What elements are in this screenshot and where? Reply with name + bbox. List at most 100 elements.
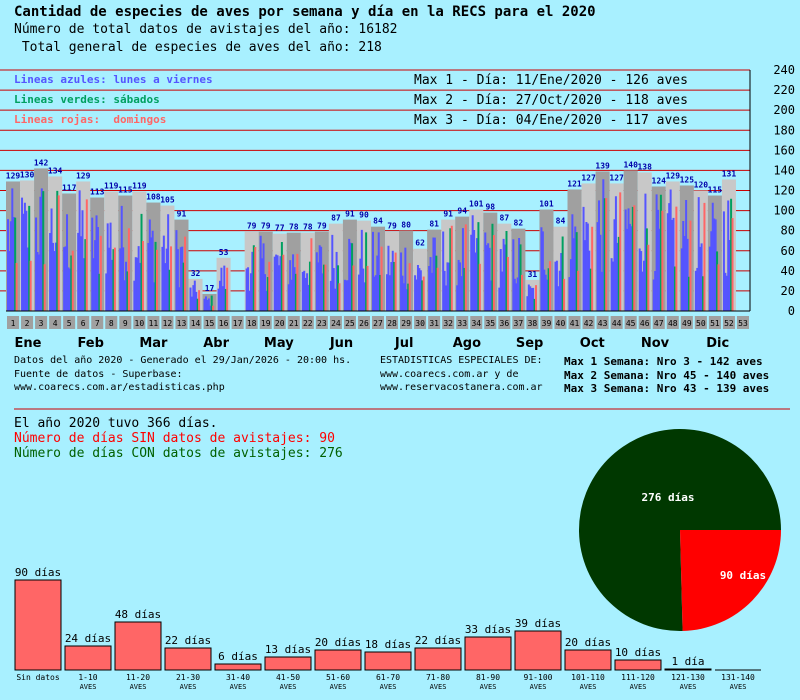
week-number-label: 29 bbox=[401, 319, 411, 328]
histogram-value-label: 22 días bbox=[165, 634, 211, 647]
histogram-category-label: 31-40 bbox=[226, 673, 250, 682]
week-number-box bbox=[470, 316, 483, 329]
month-label: Sep bbox=[516, 336, 544, 351]
histogram-category-unit: AVES bbox=[630, 683, 647, 691]
histogram-bar bbox=[14, 579, 62, 671]
week-number-box bbox=[329, 316, 342, 329]
week-number-box bbox=[77, 316, 90, 329]
week-number-label: 39 bbox=[542, 319, 552, 328]
histogram-value-label: 10 días bbox=[615, 646, 661, 659]
week-number-box bbox=[49, 316, 62, 329]
histogram-bar bbox=[464, 636, 512, 671]
week-value-label: 124 bbox=[652, 176, 667, 185]
week-number-label: 45 bbox=[626, 319, 636, 328]
histogram-bar bbox=[64, 645, 112, 671]
histogram-category-unit: AVES bbox=[130, 683, 147, 691]
week-number-label: 22 bbox=[303, 319, 313, 328]
week-value-label: 78 bbox=[289, 223, 299, 232]
week-value-label: 119 bbox=[104, 182, 119, 191]
week-number-box bbox=[512, 316, 525, 329]
week-value-label: 79 bbox=[261, 222, 271, 231]
week-number-label: 20 bbox=[275, 319, 285, 328]
histogram-category-label: 131-140 bbox=[721, 673, 755, 682]
week-number-label: 4 bbox=[53, 319, 58, 328]
week-number-label: 33 bbox=[457, 319, 467, 328]
week-number-box bbox=[610, 316, 623, 329]
month-label: Ene bbox=[15, 336, 42, 351]
pie-slice-con-datos bbox=[579, 428, 781, 631]
footer-special-title: ESTADISTICAS ESPECIALES DE: bbox=[380, 355, 543, 366]
histogram-bar bbox=[414, 647, 462, 671]
week-number-box bbox=[343, 316, 356, 329]
histogram-value-label: 20 días bbox=[565, 636, 611, 649]
week-number-box bbox=[21, 316, 34, 329]
week-number-box bbox=[484, 316, 497, 329]
week-value-label: 101 bbox=[539, 200, 554, 209]
week-value-label: 80 bbox=[401, 221, 411, 230]
histogram-bar bbox=[164, 647, 212, 671]
y-tick-label: 100 bbox=[773, 204, 795, 218]
week-number-box bbox=[217, 316, 230, 329]
week-number-box bbox=[386, 316, 399, 329]
week-value-label: 91 bbox=[177, 210, 187, 219]
histogram-category-label: 71-80 bbox=[426, 673, 450, 682]
histogram-value-label: 24 días bbox=[65, 632, 111, 645]
histogram-bar bbox=[664, 668, 712, 671]
histogram-category-unit: AVES bbox=[180, 683, 197, 691]
histogram-category-label: 121-130 bbox=[671, 673, 705, 682]
week-number-label: 30 bbox=[415, 319, 425, 328]
y-tick-label: 160 bbox=[773, 143, 795, 157]
week-value-label: 121 bbox=[567, 179, 582, 188]
week-value-label: 140 bbox=[623, 160, 638, 169]
week-number-label: 2 bbox=[25, 319, 30, 328]
total-records: Número de total datos de avistajes del a… bbox=[14, 22, 398, 37]
week-value-label: 138 bbox=[637, 162, 652, 171]
max-week-1: Max 1 Semana: Nro 3 - 142 aves bbox=[564, 355, 763, 368]
week-value-label: 119 bbox=[132, 182, 147, 191]
week-number-box bbox=[175, 316, 188, 329]
histogram-category-unit: AVES bbox=[580, 683, 597, 691]
week-value-label: 82 bbox=[514, 219, 524, 228]
max-day-3: Max 3 - Día: 04/Ene/2020 - 117 aves bbox=[414, 113, 688, 128]
week-value-label: 98 bbox=[485, 203, 495, 212]
histogram-value-label: 48 días bbox=[115, 608, 161, 621]
histogram-bar bbox=[564, 649, 612, 671]
week-value-label: 117 bbox=[62, 184, 77, 193]
week-number-box bbox=[708, 316, 721, 329]
week-value-label: 115 bbox=[708, 186, 723, 195]
week-number-label: 19 bbox=[261, 319, 271, 328]
histogram-category-label: 21-30 bbox=[176, 673, 200, 682]
summary-days-with: Número de días CON datos de avistajes: 2… bbox=[14, 446, 343, 461]
week-value-label: 79 bbox=[317, 222, 327, 231]
week-number-label: 17 bbox=[233, 319, 243, 328]
histogram-bar bbox=[614, 659, 662, 671]
histogram-category-unit: AVES bbox=[680, 683, 697, 691]
week-number-box bbox=[596, 316, 609, 329]
week-number-box bbox=[315, 316, 328, 329]
week-value-label: 139 bbox=[595, 161, 610, 170]
histogram-value-label: 20 días bbox=[315, 636, 361, 649]
histogram-category-label: 91-100 bbox=[524, 673, 553, 682]
week-value-label: 53 bbox=[219, 248, 229, 257]
month-label: Ago bbox=[453, 336, 481, 351]
histogram-category-label: 61-70 bbox=[376, 673, 400, 682]
footer-source: Fuente de datos - Superbase: bbox=[14, 369, 183, 380]
week-number-box bbox=[582, 316, 595, 329]
week-number-label: 11 bbox=[149, 319, 159, 328]
legend-blue: Lineas azules: lunes a viernes bbox=[14, 73, 213, 86]
histogram-category-label: 1-10 bbox=[78, 673, 97, 682]
histogram-category-label: 11-20 bbox=[126, 673, 150, 682]
week-number-box bbox=[273, 316, 286, 329]
total-species: Total general de especies de aves del añ… bbox=[14, 40, 382, 55]
footer-generated: Datos del año 2020 - Generado el 29/Jan/… bbox=[14, 355, 352, 366]
summary-days-without: Número de días SIN datos de avistajes: 9… bbox=[14, 431, 335, 446]
histogram-value-label: 22 días bbox=[415, 634, 461, 647]
footer-special-url1: www.coarecs.com.ar y de bbox=[380, 369, 519, 380]
week-number-label: 24 bbox=[331, 319, 341, 328]
week-number-label: 34 bbox=[471, 319, 481, 328]
month-label: Nov bbox=[641, 336, 670, 351]
histogram-category-label: Sin datos bbox=[16, 673, 60, 682]
y-tick-label: 180 bbox=[773, 123, 795, 137]
week-value-label: 101 bbox=[469, 200, 484, 209]
